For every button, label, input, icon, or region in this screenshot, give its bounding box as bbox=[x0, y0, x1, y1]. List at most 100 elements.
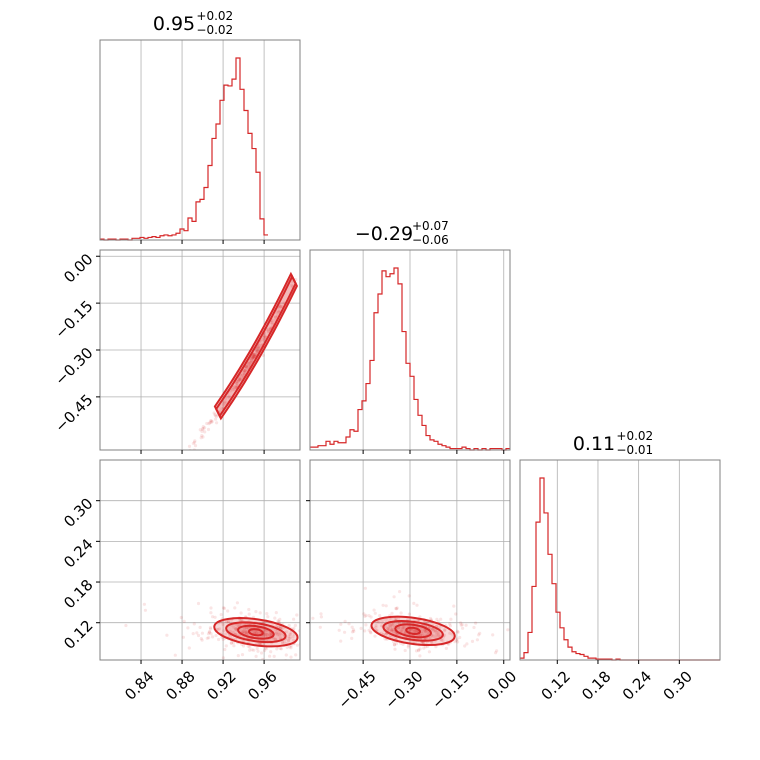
scatter-point bbox=[252, 355, 256, 359]
scatter-point bbox=[385, 627, 389, 631]
scatter-point bbox=[182, 619, 186, 624]
scatter-point bbox=[211, 615, 215, 619]
scatter-point bbox=[461, 626, 465, 630]
scatter-point bbox=[333, 638, 336, 641]
scatter-point bbox=[174, 466, 177, 469]
scatter-point bbox=[248, 361, 252, 365]
scatter-point bbox=[390, 622, 394, 626]
scatter-point bbox=[350, 625, 354, 629]
scatter-point bbox=[474, 621, 478, 625]
scatter-point bbox=[207, 630, 211, 634]
scatter-point bbox=[13, 528, 16, 531]
scatter-point bbox=[235, 381, 239, 385]
scatter-point bbox=[143, 608, 147, 612]
scatter-point bbox=[209, 420, 213, 424]
contour-line-0 bbox=[213, 271, 299, 421]
xtick-label-1-0: −0.45 bbox=[335, 667, 380, 712]
scatter-point bbox=[381, 618, 385, 622]
scatter-point bbox=[406, 643, 411, 647]
scatter-point bbox=[390, 611, 394, 615]
scatter-point bbox=[51, 532, 54, 535]
scatter-point bbox=[243, 631, 247, 635]
scatter-point bbox=[269, 320, 273, 325]
scatter-point bbox=[289, 646, 293, 650]
xtick-label-0-2: 0.92 bbox=[203, 667, 239, 703]
scatter-point bbox=[472, 625, 476, 630]
scatter-point bbox=[209, 419, 213, 423]
scatter-point bbox=[250, 648, 254, 652]
scatter-point bbox=[418, 615, 422, 619]
scatter-point bbox=[201, 426, 205, 431]
scatter-point bbox=[390, 624, 394, 628]
scatter-point bbox=[222, 629, 226, 633]
scatter-point bbox=[249, 359, 254, 363]
scatter-point bbox=[417, 648, 421, 652]
scatter-point bbox=[395, 606, 399, 610]
scatter-point bbox=[208, 626, 212, 630]
scatter-point bbox=[399, 611, 403, 615]
scatter-point bbox=[213, 615, 217, 619]
scatter-point bbox=[258, 611, 262, 615]
scatter-point bbox=[339, 639, 343, 643]
scatter-point bbox=[187, 646, 191, 650]
scatter-point bbox=[236, 380, 240, 384]
scatter-point bbox=[187, 444, 192, 448]
scatter-point bbox=[254, 654, 258, 659]
scatter-point bbox=[354, 637, 357, 640]
scatter-point bbox=[245, 364, 249, 368]
scatter-point bbox=[288, 636, 292, 640]
scatter-point bbox=[214, 633, 218, 638]
scatter-point bbox=[231, 630, 235, 635]
tick-layer bbox=[96, 240, 680, 664]
scatter-point bbox=[367, 628, 371, 632]
scatter-point bbox=[392, 643, 396, 647]
scatter-point bbox=[434, 645, 438, 649]
scatter-point bbox=[255, 349, 259, 353]
scatter-point bbox=[249, 358, 253, 362]
scatter-point bbox=[243, 369, 247, 373]
xtick-label-2-1: 0.18 bbox=[578, 667, 614, 703]
scatter-point bbox=[216, 627, 220, 632]
scatter-point bbox=[394, 606, 398, 611]
scatter-point bbox=[282, 640, 286, 644]
histogram-2 bbox=[520, 477, 720, 661]
scatter-point bbox=[241, 644, 246, 648]
scatter-point bbox=[223, 401, 227, 405]
scatter-point bbox=[363, 586, 367, 590]
scatter-point bbox=[418, 633, 422, 637]
scatter-point bbox=[363, 629, 367, 633]
scatter-point bbox=[243, 369, 247, 373]
scatter-point bbox=[374, 623, 378, 628]
scatter-point bbox=[265, 633, 269, 637]
scatter-point bbox=[241, 630, 245, 634]
scatter-point bbox=[397, 625, 401, 630]
scatter-point bbox=[430, 640, 434, 645]
scatter-point bbox=[243, 369, 247, 373]
param-title-plus-0: +0.02 bbox=[196, 9, 233, 23]
scatter-point bbox=[268, 633, 272, 637]
scatter-point bbox=[179, 615, 183, 620]
scatter-point bbox=[221, 606, 226, 610]
scatter-point bbox=[221, 656, 225, 660]
scatter-point bbox=[248, 645, 252, 649]
scatter-point bbox=[265, 632, 269, 636]
scatter-point bbox=[192, 622, 196, 626]
scatter-point bbox=[221, 637, 225, 642]
scatter-point bbox=[319, 615, 323, 619]
scatter-point bbox=[186, 626, 190, 630]
scatter-point bbox=[494, 651, 498, 655]
scatter-point bbox=[387, 625, 391, 629]
scatter-point bbox=[255, 646, 259, 651]
scatter-point bbox=[399, 629, 403, 633]
scatter-point bbox=[373, 611, 377, 615]
scatter-point bbox=[225, 620, 229, 624]
scatter-point bbox=[264, 647, 268, 651]
scatter-point bbox=[407, 594, 411, 598]
scatter-point bbox=[427, 637, 431, 641]
scatter-point bbox=[393, 617, 397, 621]
scatter-point bbox=[165, 633, 169, 637]
scatter-point bbox=[195, 631, 199, 635]
scatter-point bbox=[359, 626, 363, 631]
scatter-point bbox=[198, 625, 202, 630]
scatter-point bbox=[355, 642, 358, 645]
